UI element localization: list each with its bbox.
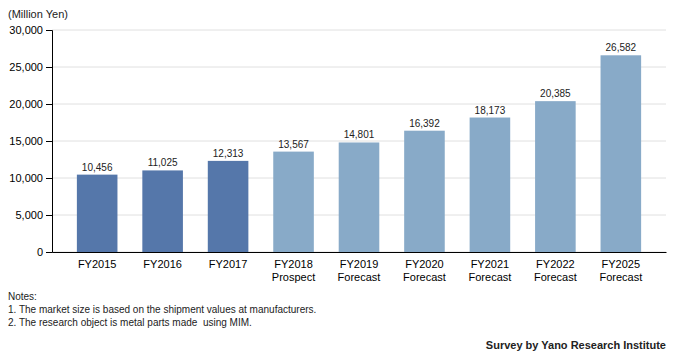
x-tick-label-line: FY2018 (274, 258, 313, 270)
note: Notes: (8, 291, 37, 302)
y-axis: 0 5,000 10,000 15,000 20,000 25,000 30,000 (9, 24, 52, 258)
bar (470, 118, 511, 252)
y-tick: 15,000 (9, 135, 52, 147)
y-tick-mark (46, 67, 52, 68)
chart: 0 5,000 10,000 15,000 20,000 25,000 30,000 FY20… (0, 0, 681, 357)
x-tick: FY2015 (78, 258, 117, 270)
y-tick-label: 5,000 (15, 209, 43, 221)
x-tick-label-line: Forecast (403, 271, 446, 283)
x-tick-label-line: FY2021 (471, 258, 510, 270)
y-tick: 0 (37, 246, 52, 258)
x-tick-label-line: FY2016 (143, 258, 182, 270)
y-tick: 25,000 (9, 61, 52, 73)
x-tick-label: FY2022Forecast (534, 258, 577, 283)
x-tick: FY2018Prospect (272, 258, 315, 283)
x-tick-label: FY2016 (143, 258, 182, 270)
x-tick-label: FY2018Prospect (272, 258, 315, 283)
y-tick: 5,000 (15, 209, 52, 221)
plot: 0 5,000 10,000 15,000 20,000 25,000 30,000 FY20… (9, 24, 666, 283)
grid-line (52, 67, 666, 68)
y-axis-label: (Million Yen) (8, 8, 68, 20)
x-axis-line (53, 252, 667, 253)
x-tick-label-line: FY2017 (209, 258, 248, 270)
source: Survey by Yano Research Institute (486, 339, 666, 351)
grid-line (52, 30, 666, 31)
y-tick-mark (46, 141, 52, 142)
x-tick-label: FY2019Forecast (338, 258, 381, 283)
x-tick-label-line: FY2015 (78, 258, 117, 270)
y-tick-mark (46, 178, 52, 179)
x-tick-label-line: FY2025 (602, 258, 641, 270)
x-tick-label: FY2015 (78, 258, 117, 270)
y-tick-label: 30,000 (9, 24, 43, 36)
y-tick-mark (46, 215, 52, 216)
grid (52, 30, 666, 252)
y-tick-mark (46, 104, 52, 105)
note: 2. The research object is metal parts ma… (8, 317, 252, 328)
y-tick-label: 25,000 (9, 61, 43, 73)
y-tick: 20,000 (9, 98, 52, 110)
x-tick-label: FY2017 (209, 258, 248, 270)
x-tick-label-line: Forecast (338, 271, 381, 283)
bar (142, 170, 183, 252)
y-axis-line (46, 31, 53, 253)
bar (339, 142, 380, 252)
data-label: 16,392 (409, 118, 440, 129)
bars (77, 55, 641, 252)
data-label: 18,173 (475, 105, 506, 116)
x-tick-label-line: Forecast (469, 271, 512, 283)
y-tick-label: 20,000 (9, 98, 43, 110)
y-tick-mark (46, 30, 52, 31)
data-label: 14,801 (344, 129, 375, 140)
bar (273, 152, 314, 252)
bar (535, 101, 576, 252)
x-tick-label: FY2025Forecast (599, 258, 642, 283)
x-tick-label: FY2021Forecast (469, 258, 512, 283)
x-tick-label-line: Prospect (272, 271, 315, 283)
x-tick-label-line: Forecast (599, 271, 642, 283)
x-tick: FY2016 (143, 258, 182, 270)
bar (208, 161, 249, 252)
bar (404, 131, 445, 252)
bar (77, 175, 118, 252)
bar (601, 55, 642, 252)
x-tick: FY2019Forecast (338, 258, 381, 283)
y-tick-label: 0 (37, 246, 43, 258)
y-tick: 30,000 (9, 24, 52, 36)
y-tick: 10,000 (9, 172, 52, 184)
y-tick-label: 15,000 (9, 135, 43, 147)
x-tick-label-line: Forecast (534, 271, 577, 283)
notes: Notes: 1. The market size is based on the… (8, 291, 316, 328)
data-label: 12,313 (213, 148, 244, 159)
data-labels: 10,456 11,025 12,313 13,567 14,801 16,392 18,1… (82, 42, 637, 172)
x-tick: FY2020Forecast (403, 258, 446, 283)
note: 1. The market size is based on the shipm… (8, 304, 316, 315)
data-label: 11,025 (148, 157, 178, 168)
x-tick: FY2021Forecast (469, 258, 512, 283)
y-tick-label: 10,000 (9, 172, 43, 184)
y-tick-mark (46, 252, 52, 253)
x-tick: FY2017 (209, 258, 248, 270)
x-tick-label-line: FY2022 (536, 258, 575, 270)
x-tick-label-line: FY2019 (340, 258, 379, 270)
x-tick: FY2022Forecast (534, 258, 577, 283)
x-tick: FY2025Forecast (599, 258, 642, 283)
x-tick-label: FY2020Forecast (403, 258, 446, 283)
data-label: 10,456 (82, 162, 113, 173)
data-label: 13,567 (278, 139, 309, 150)
data-label: 26,582 (606, 42, 637, 53)
x-axis: FY2015FY2016FY2017FY2018ProspectFY2019Fo… (53, 253, 667, 284)
x-tick-label-line: FY2020 (405, 258, 444, 270)
data-label: 20,385 (540, 88, 571, 99)
